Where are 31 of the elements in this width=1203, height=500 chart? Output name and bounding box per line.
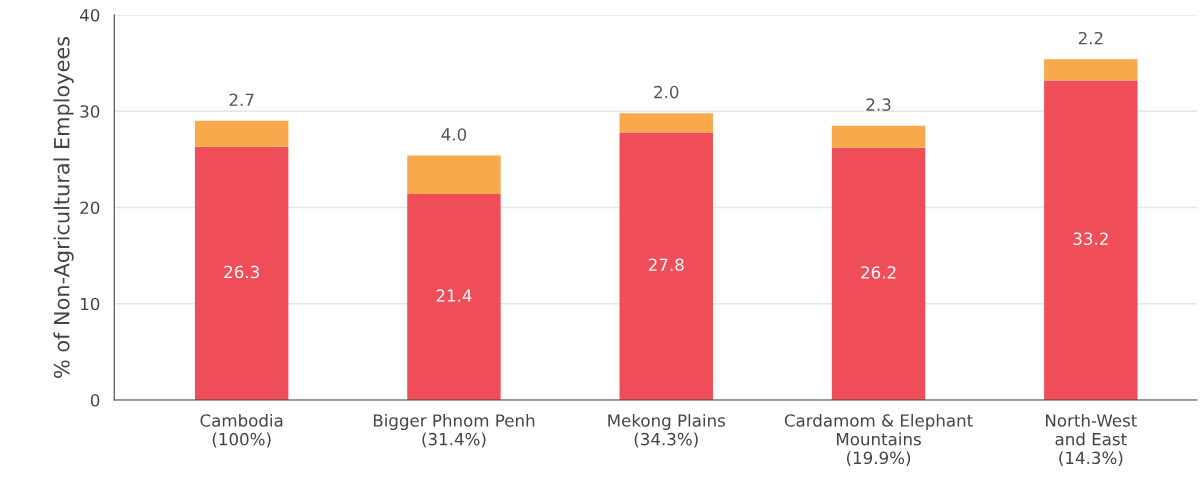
x-tick-label: Cardamom & Elephant Mountains (19.9%) xyxy=(784,413,973,467)
y-tick-label: 10 xyxy=(81,297,100,311)
bar xyxy=(194,120,289,147)
y-tick-label: 0 xyxy=(90,393,100,407)
x-tick-label: North-West and East (14.3%) xyxy=(1046,413,1137,467)
data-label: 27.8 xyxy=(648,258,684,272)
data-label: 4.0 xyxy=(441,128,467,141)
bar xyxy=(1044,80,1138,400)
bar xyxy=(619,113,713,133)
data-label: 26.2 xyxy=(861,266,896,279)
data-label: 26.3 xyxy=(224,265,259,279)
bar xyxy=(619,132,713,400)
x-tick-label: Mekong Plains (34.3%) xyxy=(608,413,725,448)
y-axis-title: % of Non-Agricultural Employees xyxy=(53,36,74,378)
y-tick-label: 30 xyxy=(80,105,100,118)
x-tick-label: Bigger Phnom Penh (31.4%) xyxy=(373,413,535,448)
data-label: 2.0 xyxy=(654,85,679,99)
bar xyxy=(407,155,501,195)
bar xyxy=(831,125,926,148)
data-label: 21.4 xyxy=(436,289,472,302)
bar xyxy=(831,147,926,400)
y-tick-label: 20 xyxy=(80,201,100,215)
data-label: 2.2 xyxy=(1078,31,1103,45)
x-tick-label: Cambodia (100%) xyxy=(200,413,283,448)
y-tick-label: 40 xyxy=(80,8,100,22)
bar xyxy=(407,194,501,400)
data-label: 33.2 xyxy=(1073,232,1108,246)
bar xyxy=(1044,59,1138,81)
data-label: 2.3 xyxy=(866,98,891,111)
bar xyxy=(194,146,289,400)
data-label: 2.7 xyxy=(229,93,254,106)
